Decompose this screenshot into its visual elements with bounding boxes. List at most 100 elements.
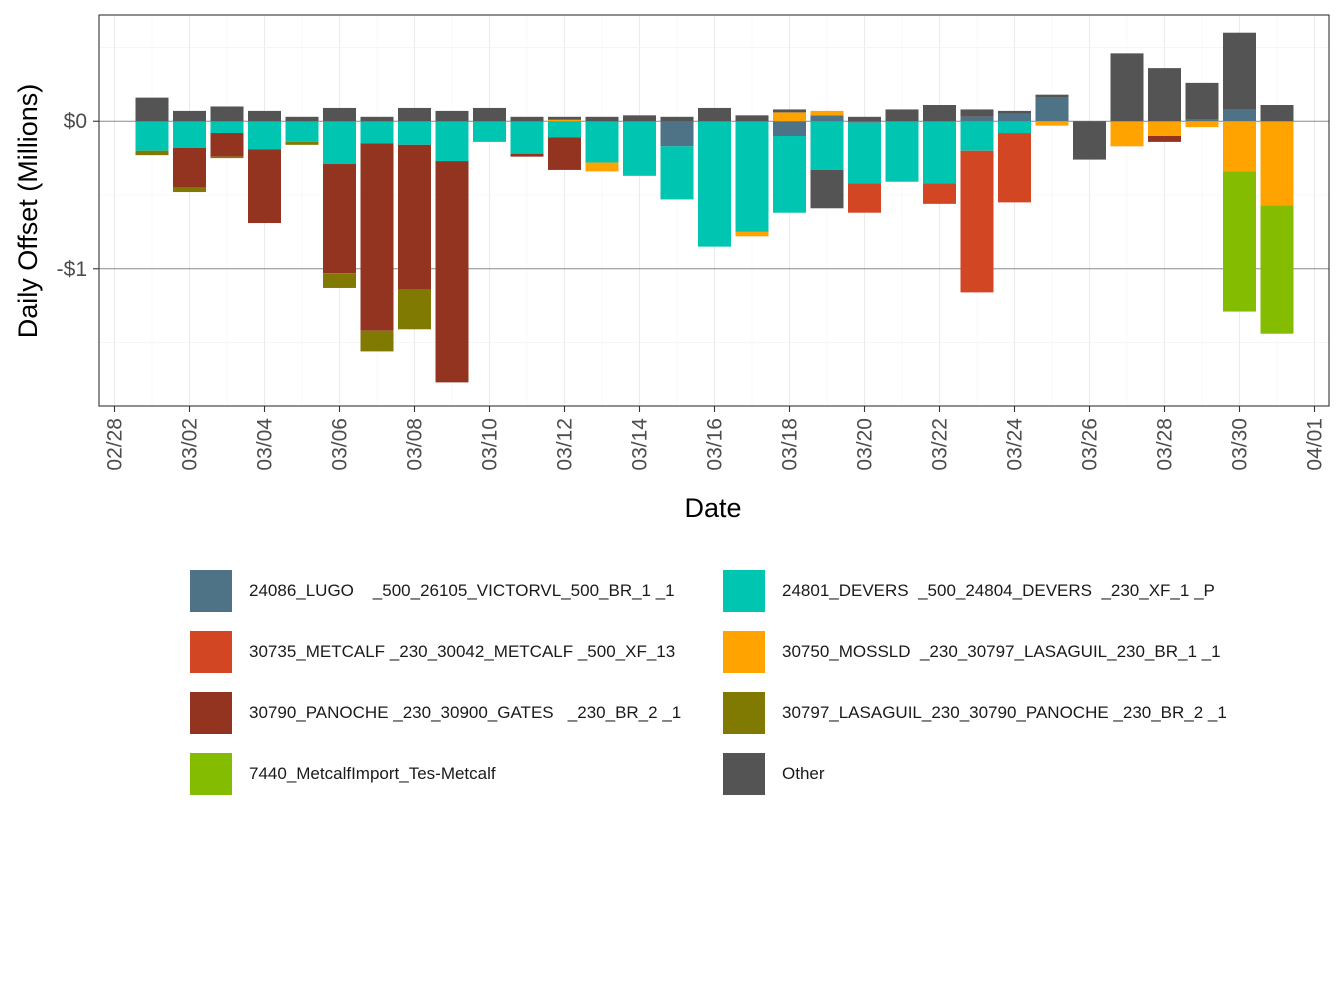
bar-segment bbox=[473, 107, 506, 122]
legend-swatch bbox=[190, 631, 232, 673]
legend-item: 24801_DEVERS _500_24804_DEVERS _230_XF_1… bbox=[723, 570, 1215, 612]
bar-segment bbox=[323, 164, 356, 274]
legend-label: 24801_DEVERS _500_24804_DEVERS _230_XF_1… bbox=[782, 581, 1215, 600]
bar-segment bbox=[1035, 97, 1069, 122]
bar-segment bbox=[1148, 68, 1181, 122]
bar-segment bbox=[210, 133, 244, 157]
bar-segment bbox=[773, 112, 806, 122]
x-tick-label: 03/16 bbox=[704, 418, 727, 471]
bar-segment bbox=[510, 153, 544, 157]
bar-segment bbox=[210, 121, 244, 134]
bar-segment bbox=[360, 121, 394, 144]
bar-segment bbox=[1223, 121, 1256, 172]
bar-segment bbox=[623, 115, 656, 122]
x-tick-label: 03/28 bbox=[1154, 418, 1177, 471]
bar-segment bbox=[360, 330, 394, 352]
bar-segment bbox=[623, 121, 656, 176]
bar-segment bbox=[1035, 94, 1069, 98]
bar-segment bbox=[960, 109, 994, 117]
bar-segment bbox=[960, 116, 994, 122]
bar-segment bbox=[173, 121, 206, 148]
x-tick-label: 03/08 bbox=[404, 418, 427, 471]
bar-segment bbox=[585, 162, 619, 172]
bar-segment bbox=[810, 121, 844, 170]
bar-segment bbox=[848, 122, 881, 184]
bar-segment bbox=[735, 115, 769, 122]
chart: $0 -$1 02/28 03/02 03/04 03/06 03/08 03/10 03/1… bbox=[13, 14, 1330, 523]
bar-segment bbox=[323, 273, 356, 288]
legend-item: 30750_MOSSLD _230_30797_LASAGUIL_230_BR_… bbox=[723, 631, 1221, 673]
bar-segment bbox=[135, 121, 169, 151]
legend-item: 30797_LASAGUIL_230_30790_PANOCHE _230_BR… bbox=[723, 692, 1227, 734]
bar-segment bbox=[585, 116, 619, 122]
bar-segment bbox=[810, 169, 844, 209]
bar-segment bbox=[135, 150, 169, 156]
bar-segment bbox=[923, 121, 956, 184]
x-tick-label: 03/30 bbox=[1229, 418, 1252, 471]
bar-segment bbox=[248, 121, 281, 150]
bar-segment bbox=[173, 147, 206, 188]
y-tick-label: -$1 bbox=[57, 258, 87, 281]
bar-segment bbox=[960, 150, 994, 293]
bar-segment bbox=[960, 121, 994, 151]
bar-segment bbox=[285, 116, 319, 122]
bar-segment bbox=[773, 135, 806, 213]
bar-segment bbox=[548, 121, 581, 138]
bar-segment bbox=[1223, 171, 1256, 312]
bar-segment bbox=[435, 161, 469, 383]
y-axis-title: Daily Offset (Millions) bbox=[13, 84, 43, 339]
x-tick-label: 03/14 bbox=[629, 418, 652, 471]
legend-swatch bbox=[190, 570, 232, 612]
x-tick-label: 03/22 bbox=[929, 418, 952, 471]
x-tick-label: 03/04 bbox=[254, 418, 277, 471]
bar-segment bbox=[323, 107, 356, 122]
legend-swatch bbox=[190, 753, 232, 795]
bar-segment bbox=[398, 107, 431, 122]
bar-segment bbox=[135, 97, 169, 122]
x-tick-label: 04/01 bbox=[1304, 418, 1327, 471]
bar-segment bbox=[248, 149, 281, 224]
bar-segment bbox=[848, 183, 881, 213]
bar-segment bbox=[1223, 109, 1256, 122]
bar-segment bbox=[173, 187, 206, 193]
bar-segment bbox=[360, 116, 394, 122]
bar-segment bbox=[210, 106, 244, 122]
legend-label: 30790_PANOCHE _230_30900_GATES _230_BR_2… bbox=[249, 703, 682, 722]
bar-segment bbox=[698, 121, 731, 247]
bar-segment bbox=[1223, 32, 1256, 110]
bar-segment bbox=[660, 121, 694, 147]
bar-segment bbox=[698, 107, 731, 122]
bar-segment bbox=[1260, 205, 1294, 334]
legend-swatch bbox=[723, 631, 765, 673]
bar-segment bbox=[1148, 135, 1181, 142]
bar-segment bbox=[548, 137, 581, 170]
bar-segment bbox=[360, 143, 394, 331]
legend-swatch bbox=[723, 692, 765, 734]
bar-segment bbox=[848, 116, 881, 122]
bar-segment bbox=[1148, 121, 1181, 136]
y-tick-label: $0 bbox=[64, 110, 87, 133]
bar-segment bbox=[1035, 121, 1069, 126]
bar-segment bbox=[285, 141, 319, 145]
legend-label: 30735_METCALF _230_30042_METCALF _500_XF… bbox=[249, 642, 676, 661]
bar-segment bbox=[510, 121, 544, 154]
bar-segment bbox=[435, 121, 469, 162]
x-tick-label: 03/06 bbox=[329, 418, 352, 471]
bar-segment bbox=[435, 110, 469, 122]
bar-segment bbox=[1185, 121, 1219, 128]
bar-segment bbox=[173, 110, 206, 122]
bar-segment bbox=[1110, 53, 1144, 122]
x-tick-label: 03/24 bbox=[1004, 418, 1027, 471]
x-axis-title: Date bbox=[684, 493, 741, 523]
bar-segment bbox=[773, 109, 806, 113]
legend-label: 24086_LUGO _500_26105_VICTORVL_500_BR_1 … bbox=[249, 581, 675, 600]
bar-segment bbox=[923, 105, 956, 122]
legend-label: Other bbox=[782, 764, 825, 783]
bar-segment bbox=[398, 144, 431, 290]
bar-segment bbox=[323, 121, 356, 165]
bar-segment bbox=[810, 110, 844, 116]
bar-segment bbox=[473, 121, 506, 142]
x-tick-label: 03/02 bbox=[179, 418, 202, 471]
legend-item: 30735_METCALF _230_30042_METCALF _500_XF… bbox=[190, 631, 675, 673]
bar-segment bbox=[1260, 121, 1294, 206]
